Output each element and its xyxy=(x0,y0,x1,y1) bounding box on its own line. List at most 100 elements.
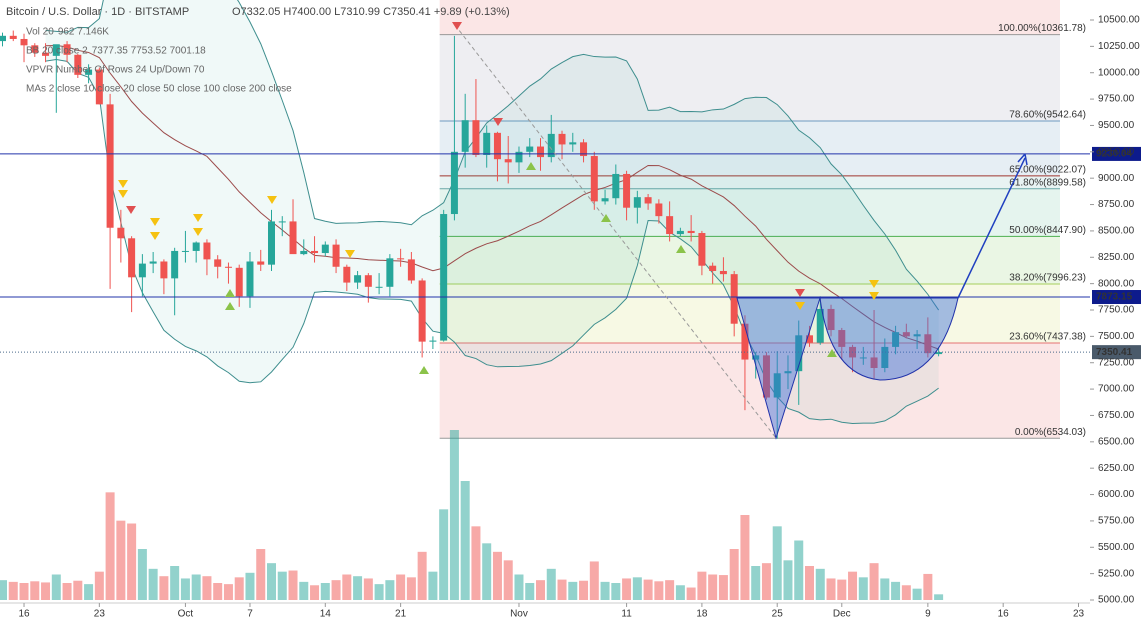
candle-body xyxy=(816,308,824,343)
candle-body xyxy=(332,244,340,267)
volume-bar xyxy=(127,523,137,600)
volume-bar xyxy=(492,551,502,600)
candle-body xyxy=(709,265,717,271)
volume-bar xyxy=(837,579,847,600)
candle-body xyxy=(698,233,706,266)
fib-label: 50.00%(8447.90) xyxy=(1009,225,1086,236)
volume-bar xyxy=(761,563,771,600)
ohlc-readout: O7332.05 H7400.00 L7310.99 C7350.41 +9.8… xyxy=(232,6,510,18)
volume-bar xyxy=(62,583,72,600)
candle-body xyxy=(386,258,394,287)
volume-bar xyxy=(643,579,653,600)
candle-body xyxy=(472,120,480,155)
candle-body xyxy=(440,214,448,341)
x-tick-label: 7 xyxy=(247,609,253,620)
candle-body xyxy=(224,266,232,268)
axes: 9230.04 7873.15 7350.41 5000.00 5250.00 5500.… xyxy=(18,15,1141,620)
candle-body xyxy=(418,280,426,342)
volume-bar xyxy=(30,581,40,600)
candle-body xyxy=(870,357,878,368)
price-axis-bg xyxy=(1090,0,1141,622)
candle-body xyxy=(483,132,491,155)
volume-bar xyxy=(234,577,244,600)
price-label-bg xyxy=(1092,290,1141,305)
candle-body xyxy=(590,156,598,202)
candle-body xyxy=(924,334,932,354)
candle-body xyxy=(935,352,943,355)
candle-body xyxy=(687,230,695,234)
candle-body xyxy=(859,357,867,359)
volume-bar xyxy=(557,579,567,600)
fib-label: 100.00%(10361.78) xyxy=(998,23,1086,34)
candle-body xyxy=(752,355,760,360)
fib-zone xyxy=(439,0,1060,35)
x-tick-label: 25 xyxy=(772,609,784,620)
projection-arrow xyxy=(957,157,1026,299)
volume-bar xyxy=(137,549,147,600)
indicator-name: BB 20 close 2 xyxy=(26,46,88,57)
candle-body xyxy=(806,335,813,343)
cup-shape xyxy=(736,297,959,440)
volume-bar xyxy=(815,568,825,600)
fib-label: 61.80%(8899.58) xyxy=(1009,177,1086,188)
candle-body xyxy=(913,334,921,337)
volume-bar xyxy=(170,566,180,600)
y-tick-label: 9000.00 xyxy=(1098,173,1135,184)
x-tick-label: 23 xyxy=(94,609,106,620)
x-tick-label: 16 xyxy=(18,609,30,620)
candle-body xyxy=(666,216,674,235)
volume-bar xyxy=(428,571,438,600)
plot xyxy=(0,0,1090,600)
x-tick-label: 23 xyxy=(1073,609,1085,620)
volume-bar xyxy=(320,583,330,600)
candle-body xyxy=(192,242,200,251)
candle-body xyxy=(655,203,663,217)
trend-line xyxy=(454,24,777,439)
volume-bar xyxy=(94,571,104,600)
indicator-name: VPVR Number Of Rows 24 Up/Down 70 xyxy=(26,65,205,76)
candle-body xyxy=(235,267,243,297)
x-tick-label: 9 xyxy=(925,609,931,620)
bollinger-upper xyxy=(45,0,940,311)
indicator-values: 7377.35 7753.52 7001.18 xyxy=(92,46,206,57)
volume-bar xyxy=(708,574,718,600)
candle-body xyxy=(633,197,641,208)
candle-body xyxy=(95,69,103,105)
candle-body xyxy=(526,146,534,152)
candle-body xyxy=(354,275,362,283)
candle-body xyxy=(128,238,136,278)
candle-body xyxy=(537,146,544,158)
volume-bar xyxy=(718,575,728,600)
candle-body xyxy=(547,133,555,158)
arrow-head xyxy=(1017,153,1028,166)
candle-body xyxy=(289,221,297,255)
fib-zone xyxy=(439,284,1060,343)
candle-body xyxy=(160,261,168,279)
volume-bar xyxy=(374,584,384,600)
volume-bar xyxy=(353,576,363,600)
candle-body xyxy=(601,198,609,202)
volume-bar xyxy=(406,577,416,600)
candle-body xyxy=(85,69,93,75)
candle-body xyxy=(138,263,146,278)
volume-bar xyxy=(923,573,933,600)
fib-zone xyxy=(439,188,1060,237)
volume-bar xyxy=(600,581,610,600)
y-tick-label: 8750.00 xyxy=(1098,199,1135,210)
candle-body xyxy=(762,355,770,398)
candle-body xyxy=(741,323,749,360)
volume-bar xyxy=(536,580,545,600)
candle-body xyxy=(181,250,189,252)
candle-body xyxy=(450,151,458,215)
candle-body xyxy=(203,242,211,260)
candle-body xyxy=(558,133,566,145)
volume-bar xyxy=(783,560,793,600)
volume-bar xyxy=(449,430,459,600)
y-tick-label: 8500.00 xyxy=(1098,226,1135,237)
y-tick-label: 6750.00 xyxy=(1098,410,1135,421)
y-tick-label: 5250.00 xyxy=(1098,568,1135,579)
volume-bar xyxy=(148,568,158,600)
indicator-values: 962 7.146K xyxy=(58,27,109,38)
y-tick-label: 9750.00 xyxy=(1098,94,1135,105)
volume-bar xyxy=(686,587,696,600)
